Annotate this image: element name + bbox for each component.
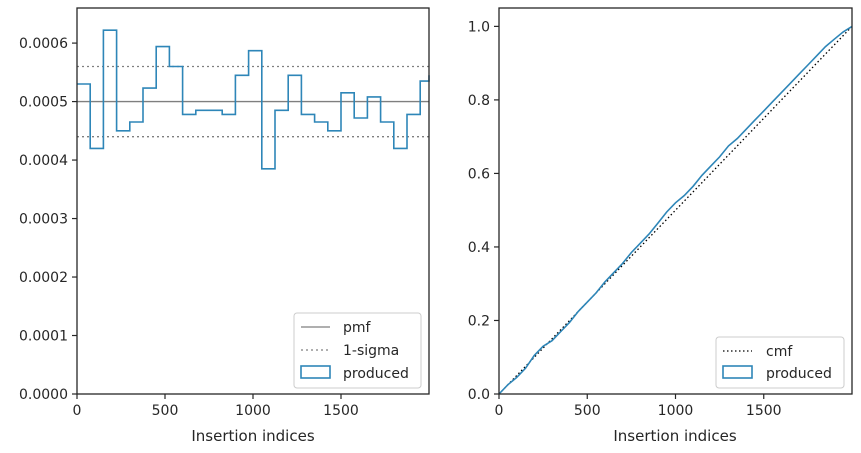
y-tick-label: 0.0004	[19, 153, 68, 169]
x-tick-label: 1500	[746, 403, 782, 419]
x-tick-label: 0	[495, 403, 504, 419]
pmf-histogram-chart: 0 500 1000 1500 0.00000.00010.00020.00030.0…	[19, 7, 430, 445]
legend-label-produced: produced	[766, 366, 832, 382]
produced-cumulative-line	[498, 25, 853, 395]
produced-histogram-step	[77, 29, 430, 170]
x-tick-label: 1500	[323, 403, 359, 419]
legend-box	[293, 312, 422, 389]
legend-swatch-produced	[300, 365, 331, 379]
y-tick-label: 0.0	[468, 387, 490, 403]
y-tick-label: 0.0000	[19, 387, 68, 403]
x-tick-label: 0	[73, 403, 82, 419]
plot-area-background	[499, 8, 852, 394]
x-tick-label: 500	[152, 403, 179, 419]
cmf-chart: 0 500 1000 1500 0.0 0.2 0.4 0.6 0.8 1.0 Insertio…	[468, 7, 853, 445]
legend-box	[715, 336, 845, 389]
legend-label-pmf: pmf	[343, 320, 372, 336]
y-ticks: 0.0000 0.0001 0.0002 0.0003 0.0004 0.0005 0.00…	[19, 36, 77, 403]
legend-label-sigma: 1-sigma	[343, 343, 399, 359]
x-axis-label: Insertion indices	[613, 427, 736, 445]
x-tick-label: 500	[574, 403, 601, 419]
legend-label-cmf: cmf	[766, 344, 793, 360]
y-tick-label: 0.8	[468, 93, 490, 109]
y-tick-label: 0.0003	[19, 212, 68, 228]
y-tick-label: 0.0006	[19, 36, 68, 52]
y-ticks: 0.0 0.2 0.4 0.6 0.8 1.0	[468, 19, 499, 403]
x-tick-label: 1000	[658, 403, 694, 419]
y-tick-label: 0.0005	[19, 95, 68, 111]
legend: pmf 1-sigma produced	[293, 312, 422, 389]
y-tick-label: 0.4	[468, 240, 490, 256]
y-tick-label: 0.0002	[19, 270, 68, 286]
y-tick-label: 0.0001	[19, 329, 68, 345]
legend: cmf produced	[715, 336, 845, 389]
x-axis-label: Insertion indices	[191, 427, 314, 445]
y-tick-label: 0.6	[468, 166, 490, 182]
y-tick-label: 0.2	[468, 313, 490, 329]
legend-swatch-produced	[722, 365, 753, 379]
legend-label-produced: produced	[343, 366, 409, 382]
x-tick-label: 1000	[235, 403, 271, 419]
y-tick-label: 1.0	[468, 19, 490, 35]
x-ticks: 0 500 1000 1500	[495, 394, 782, 419]
x-ticks: 0 500 1000 1500	[73, 394, 359, 419]
cmf-line	[498, 25, 853, 395]
